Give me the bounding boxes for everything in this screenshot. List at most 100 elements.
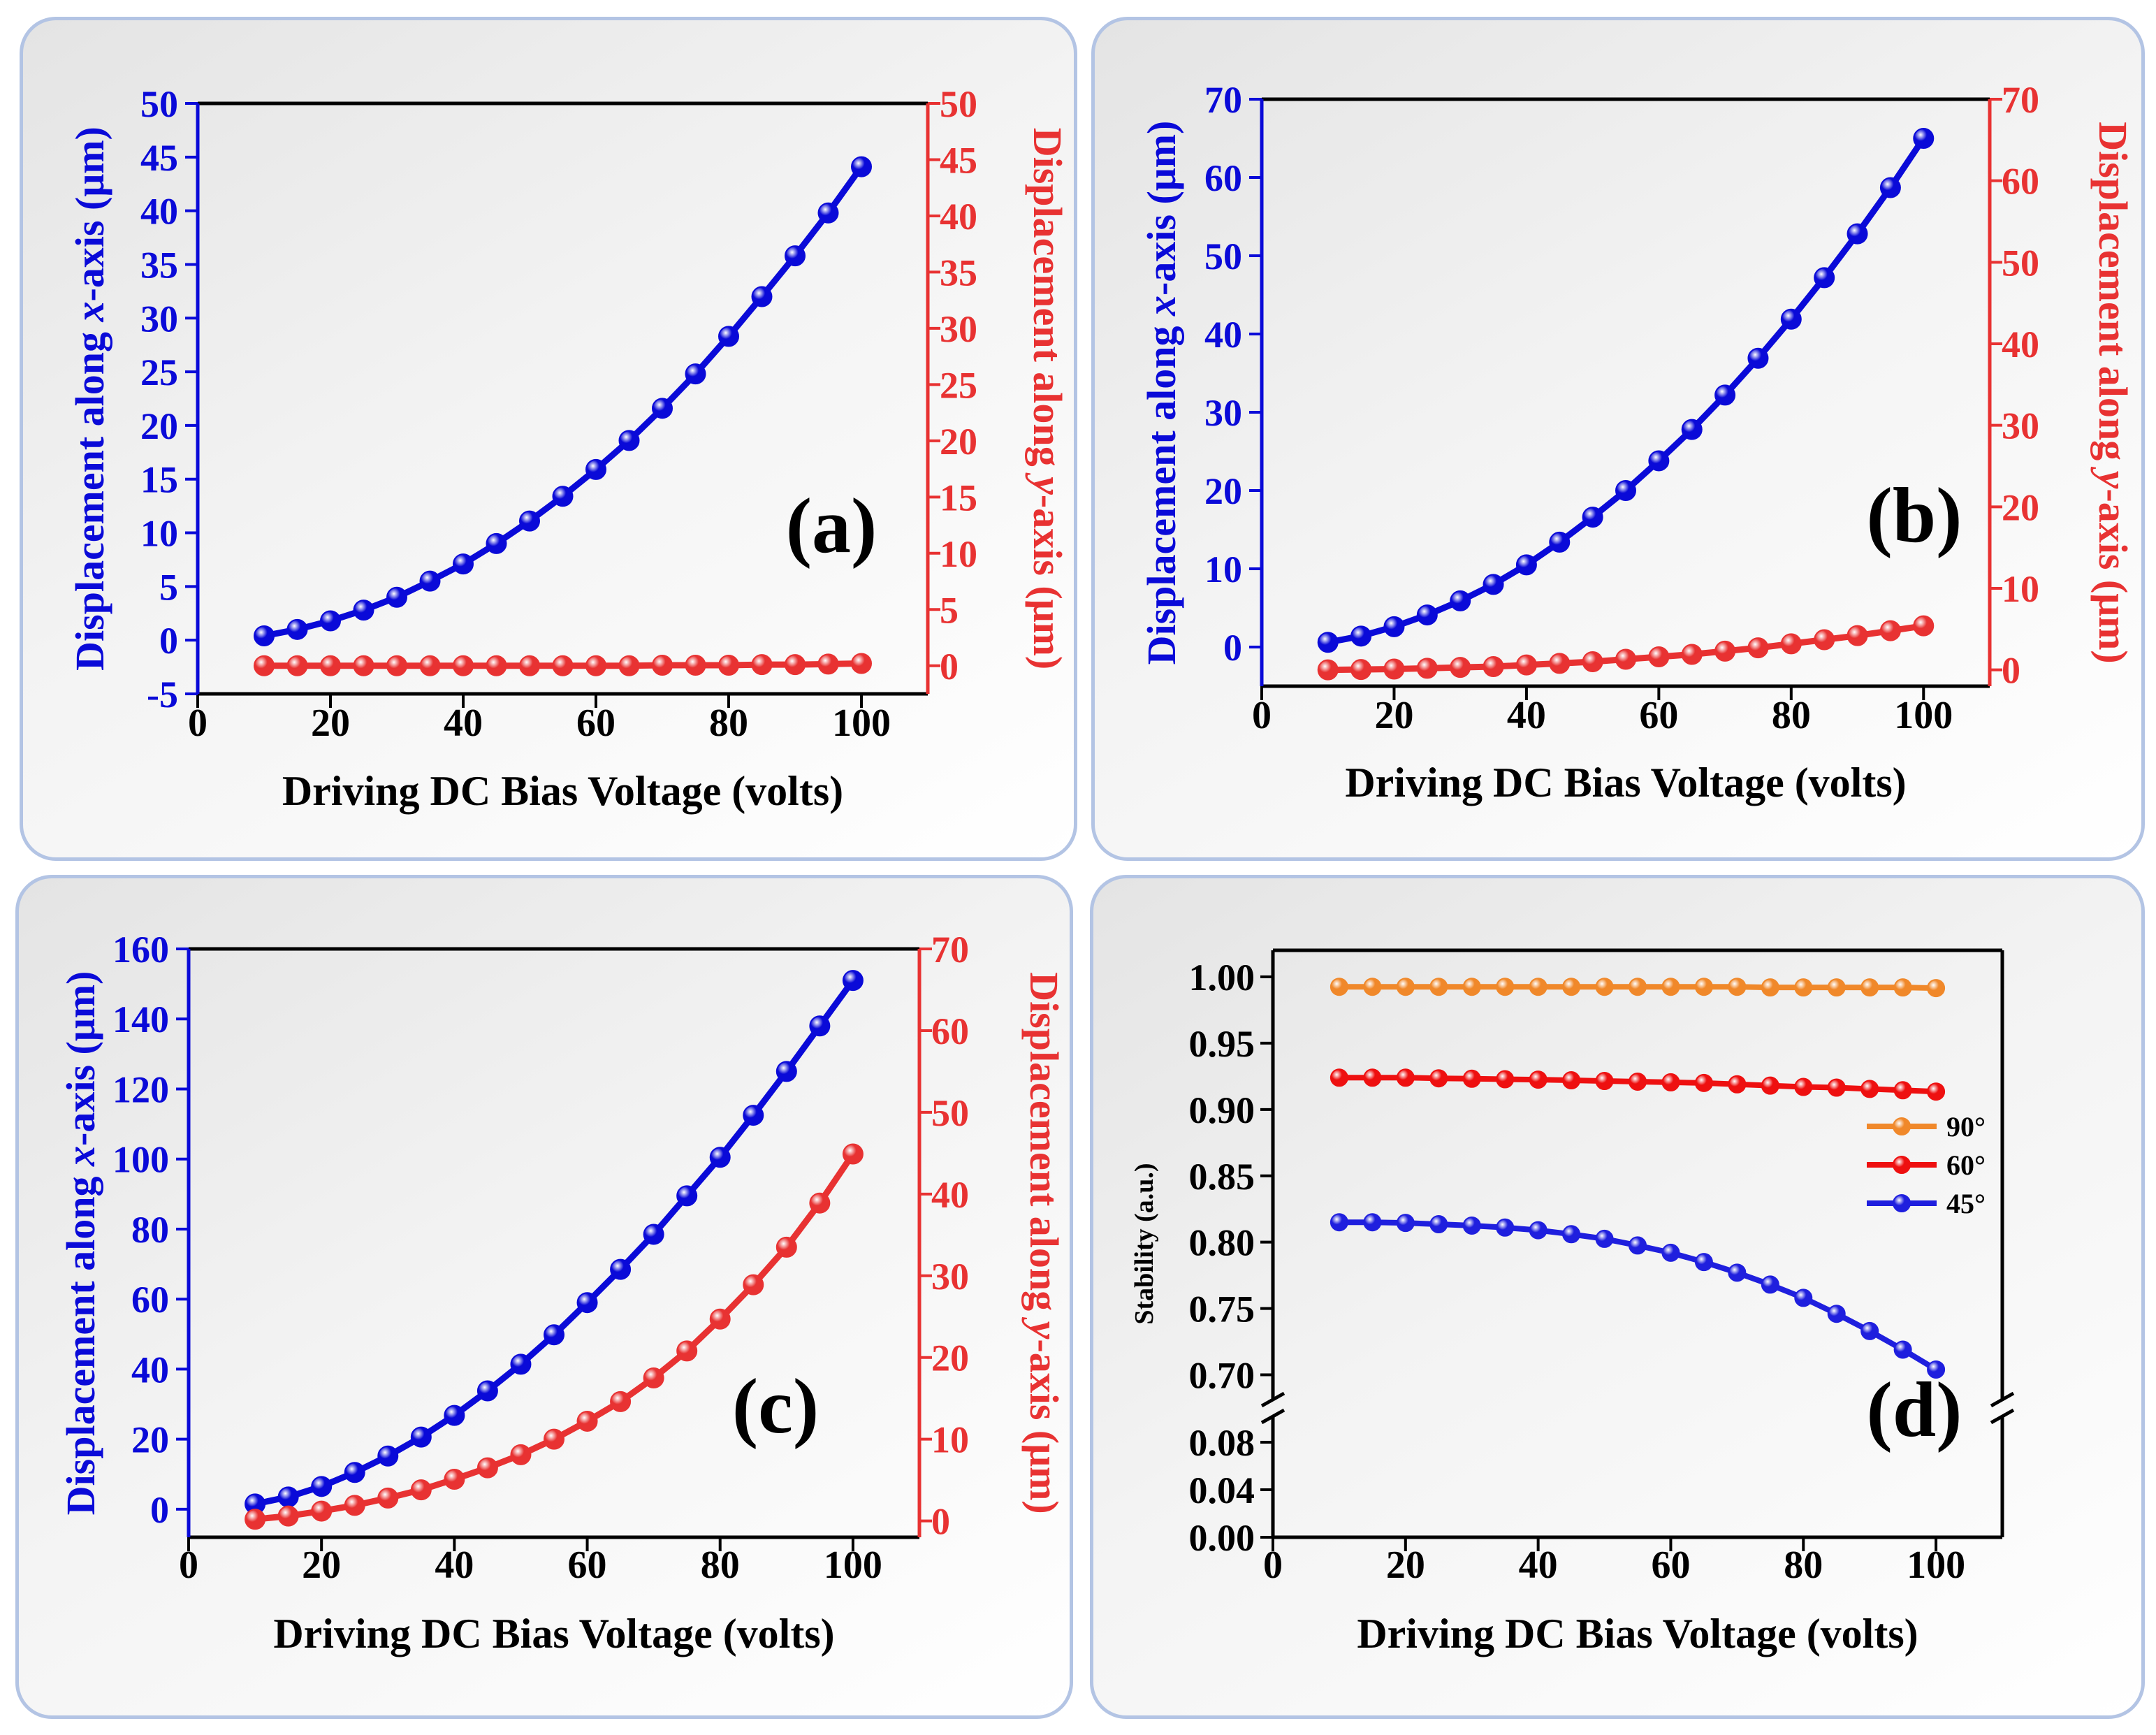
x-tick-label: 100 [832, 702, 891, 745]
y-right-tick-label: 35 [940, 252, 977, 293]
y-tick-label: 0.90 [1189, 1089, 1255, 1131]
data-point [1529, 978, 1547, 996]
chart-b: 0 20 40 60 80 100 0 10 20 30 40 50 60 70 0 10 20 30 40 50 60… [1139, 79, 2136, 806]
axis-break-mark [1990, 1391, 2015, 1408]
data-point [1330, 1068, 1348, 1087]
data-point-x [453, 553, 474, 575]
y-left-axis-label: Displacement along x-axis (μm) [1139, 121, 1184, 665]
y-right-axis-label-part: y [1021, 1317, 1067, 1340]
data-point-x [775, 1061, 797, 1082]
data-point-x [743, 1105, 764, 1126]
data-point-y [1714, 640, 1736, 662]
y-right-tick-label: 50 [2002, 242, 2039, 284]
data-point-y [320, 655, 341, 676]
data-point [1860, 1080, 1879, 1098]
y-tick-label: 0.85 [1189, 1156, 1255, 1198]
y-right-tick-label: 10 [931, 1419, 969, 1461]
data-point-x [1515, 554, 1537, 576]
data-point-y [510, 1444, 532, 1465]
panel-b [1091, 17, 2145, 861]
x-tick-label: 40 [1507, 694, 1546, 737]
data-point [1661, 1073, 1680, 1091]
data-point-x [1450, 590, 1471, 611]
data-point-y [1483, 656, 1504, 677]
data-point-x [1847, 223, 1868, 245]
data-point-x [377, 1445, 399, 1467]
y-tick-label: 0.75 [1189, 1288, 1255, 1330]
data-point-x [1681, 419, 1703, 440]
data-point [1330, 1213, 1348, 1232]
y-left-tick-label: 20 [1204, 470, 1242, 512]
data-point [1761, 1076, 1779, 1095]
data-point-y [1913, 615, 1935, 637]
y-tick-label: 0.70 [1189, 1355, 1255, 1397]
y-left-axis-label-part: x [1139, 296, 1184, 317]
y-right-tick-label: 30 [931, 1256, 969, 1298]
data-point-y [643, 1367, 664, 1388]
panel-label: (c) [732, 1363, 819, 1450]
data-point-y [1648, 646, 1670, 667]
data-point-x [610, 1258, 632, 1280]
data-point-y [1847, 625, 1868, 646]
legend-label: 45° [1946, 1188, 1986, 1219]
data-point-x [254, 625, 275, 647]
data-point-x [1814, 267, 1835, 289]
data-point-y [1747, 637, 1769, 659]
data-point-y [709, 1308, 731, 1330]
data-point-x [486, 532, 507, 554]
data-point-y [775, 1236, 797, 1258]
data-point-y [486, 655, 507, 676]
data-point-y [453, 655, 474, 676]
panel-c [15, 875, 1073, 1719]
y-left-axis-label-part: Displacement along [67, 321, 112, 670]
y-right-axis-label-part: -axis (μm) [1025, 495, 1070, 669]
panel-d [1090, 875, 2145, 1719]
x-tick-label: 80 [701, 1544, 740, 1587]
x-tick-label: 0 [188, 702, 207, 745]
data-point-x [344, 1462, 365, 1483]
data-point-x [1714, 384, 1736, 406]
y-axis-label: Stability (a.u.) [1130, 1163, 1159, 1324]
y-left-tick-label: 60 [1204, 157, 1242, 199]
data-point-y [1879, 620, 1901, 641]
y-left-tick-label: 40 [131, 1349, 169, 1391]
chart-c: 0 20 40 60 80 100 0 20 40 60 80 100 120 140 160 0 10 20 30… [58, 929, 1067, 1657]
data-point-x [1648, 450, 1670, 472]
y-left-tick-label: 50 [140, 83, 178, 125]
data-point-x [809, 1015, 831, 1037]
data-point-y [743, 1274, 764, 1295]
x-tick-label: 100 [824, 1544, 882, 1587]
data-point [1529, 1221, 1547, 1240]
data-point-x [576, 1292, 598, 1314]
series-line-x [1327, 136, 1927, 646]
legend-label: 90° [1946, 1111, 1986, 1142]
x-tick-label: 80 [1772, 694, 1811, 737]
data-point-x [519, 510, 540, 532]
data-point [1661, 1243, 1680, 1262]
data-point-x [1549, 531, 1571, 553]
y-right-tick-label: 70 [931, 929, 969, 971]
x-tick-label: 100 [1907, 1544, 1965, 1587]
y-left-tick-label: 80 [131, 1209, 169, 1251]
y-left-tick-label: 60 [131, 1279, 169, 1321]
series-line-x [263, 165, 864, 639]
data-point [1927, 979, 1946, 998]
data-point-x [1615, 480, 1636, 501]
data-point-x [643, 1224, 664, 1245]
y-right-tick-label: 30 [2002, 405, 2039, 447]
y-left-tick-label: 20 [131, 1419, 169, 1461]
y-left-tick-label: 20 [140, 405, 178, 447]
data-point-x [410, 1426, 432, 1448]
data-point-y [685, 654, 706, 676]
data-point [1728, 1263, 1747, 1282]
x-tick-label: 60 [1651, 1544, 1690, 1587]
chart-d: 0 20 40 60 80 100 0.70 0.75 0.80 0.85 0.90 0.95 1.00… [1130, 948, 2015, 1657]
data-point-x [311, 1476, 333, 1497]
y-left-axis-label-part: x [58, 1146, 103, 1167]
data-point [1694, 978, 1713, 996]
data-point-y [1515, 654, 1537, 676]
data-point-y [311, 1500, 333, 1522]
y-left-axis-label-part: -axis (μm) [67, 126, 112, 301]
data-point-x [1879, 177, 1901, 198]
y-left-tick-label: 0 [150, 1489, 169, 1531]
